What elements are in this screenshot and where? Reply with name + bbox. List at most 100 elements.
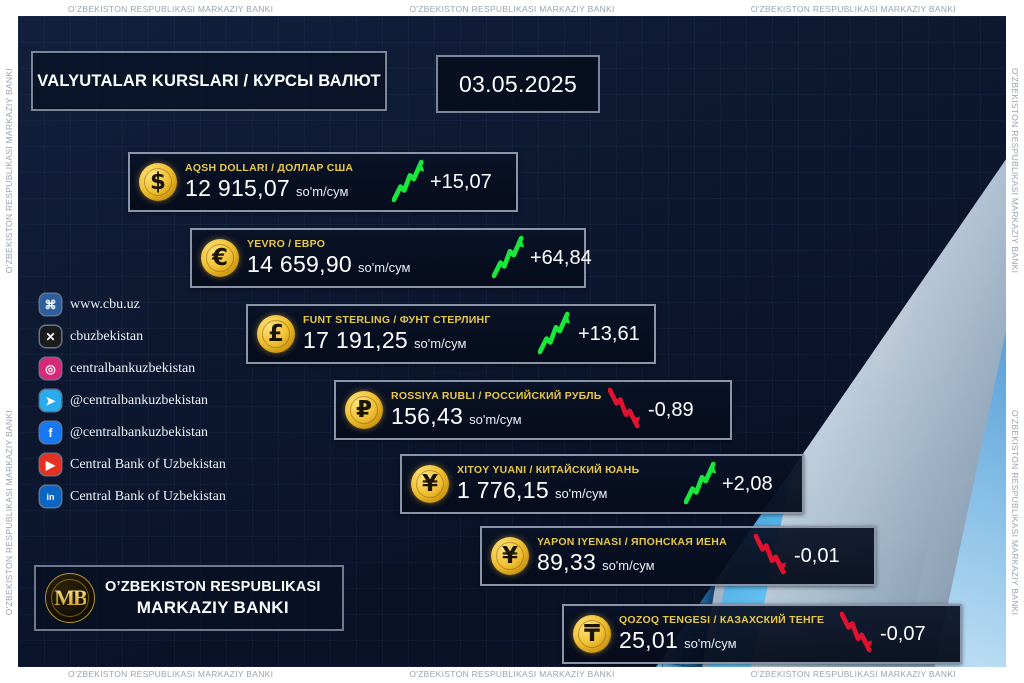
currency-name: AQSH DOLLARI / ДОЛЛАР США (185, 162, 354, 174)
watermark-text: O'ZBEKISTON RESPUBLIKASI MARKAZIY BANKI (68, 669, 274, 679)
currency-delta: +64,84 (530, 246, 592, 269)
facebook-icon[interactable]: f (40, 422, 61, 443)
currency-unit: so'm/сум (554, 486, 608, 501)
currency-row: $ AQSH DOLLARI / ДОЛЛАР США 12 915,07 so'm/… (128, 152, 518, 212)
social-link[interactable]: ◎ centralbankuzbekistan (40, 358, 226, 379)
currency-symbol: ₽ (355, 396, 372, 423)
currency-delta: +2,08 (722, 472, 773, 495)
watermark-text: O'ZBEKISTON RESPUBLIKASI MARKAZIY BANKI (68, 4, 274, 14)
currency-unit: so'm/сум (684, 636, 737, 651)
currency-delta: -0,07 (880, 622, 926, 645)
social-link[interactable]: in Central Bank of Uzbekistan (40, 486, 226, 507)
trend-up-icon (392, 159, 425, 203)
currency-row: £ FUNT STERLING / ФУНТ СТЕРЛИНГ 17 191,25 s… (246, 304, 656, 364)
currency-row: ₽ ROSSIYA RUBLI / РОССИЙСКИЙ РУБЛЬ 156,43 s… (334, 380, 732, 440)
currency-name: YEVRO / ЕВРО (247, 238, 326, 250)
currency-row: ¥ XITOY YUANI / КИТАЙСКИЙ ЮАНЬ 1 776,15 so'… (400, 454, 804, 514)
currency-symbol: $ (149, 168, 166, 195)
currency-symbol: € (211, 244, 228, 271)
logo-line-1: O’ZBEKISTON RESPUBLIKASI (105, 578, 321, 595)
trend-down-icon (608, 387, 641, 429)
currency-symbol: ₸ (583, 620, 600, 647)
currency-rate: 1 776,15 (457, 477, 549, 503)
social-link-label[interactable]: @centralbankuzbekistan (70, 392, 209, 408)
logo-monogram: MB (54, 585, 87, 610)
currency-name: YAPON IYENASI / ЯПОНСКАЯ ИЕНА (537, 536, 727, 548)
currency-row: ¥ YAPON IYENASI / ЯПОНСКАЯ ИЕНА 89,33 so'm/… (480, 526, 876, 586)
social-link-label[interactable]: cbuzbekistan (70, 328, 144, 344)
watermark-text: O'ZBEKISTON RESPUBLIKASI MARKAZIY BANKI (750, 4, 956, 14)
date-badge: 03.05.2025 (436, 55, 600, 113)
currency-rate: 89,33 (537, 549, 597, 575)
x-twitter-icon[interactable]: ✕ (40, 326, 61, 347)
watermark-left: O'ZBEKISTON RESPUBLIKASI MARKAZIY BANKI … (0, 0, 18, 683)
social-link[interactable]: f @centralbankuzbekistan (40, 422, 226, 443)
watermark-bottom: O'ZBEKISTON RESPUBLIKASI MARKAZIY BANKI … (0, 669, 1024, 679)
currency-name: QOZOQ TENGESI / КАЗАХСКИЙ ТЕНГЕ (619, 614, 825, 626)
currency-rate: 12 915,07 (185, 175, 291, 201)
currency-row: € YEVRO / ЕВРО 14 659,90 so'm/сум +64,84 (190, 228, 592, 288)
currency-rate: 14 659,90 (247, 251, 353, 277)
currency-name: FUNT STERLING / ФУНТ СТЕРЛИНГ (303, 314, 491, 326)
watermark-text: O'ZBEKISTON RESPUBLIKASI MARKAZIY BANKI (409, 669, 615, 679)
logo-line-2: MARKAZIY BANKI (136, 597, 289, 617)
cny-coin-icon: ¥ (411, 465, 449, 503)
social-link-label[interactable]: Central Bank of Uzbekistan (70, 456, 226, 472)
watermark-text: O'ZBEKISTON RESPUBLIKASI MARKAZIY BANKI (409, 4, 615, 14)
watermark-text: O'ZBEKISTON RESPUBLIKASI MARKAZIY BANKI (750, 669, 956, 679)
currency-symbol: ¥ (501, 542, 518, 569)
telegram-icon[interactable]: ➤ (40, 390, 61, 411)
social-link[interactable]: ⌘ www.cbu.uz (40, 294, 226, 315)
trend-up-icon (492, 235, 525, 279)
trend-down-icon (840, 611, 873, 653)
currency-unit: so'm/сум (296, 184, 349, 199)
currency-delta: -0,89 (648, 398, 694, 421)
social-link-label[interactable]: centralbankuzbekistan (70, 360, 196, 376)
rub-coin-icon: ₽ (345, 391, 383, 429)
currency-unit: so'm/сум (602, 558, 655, 573)
usd-coin-icon: $ (139, 163, 177, 201)
date-text: 03.05.2025 (458, 70, 578, 97)
eur-coin-icon: € (201, 239, 239, 277)
social-link[interactable]: ▶ Central Bank of Uzbekistan (40, 454, 226, 475)
currency-rate: 25,01 (619, 627, 679, 653)
currency-delta: -0,01 (794, 544, 840, 567)
social-link[interactable]: ➤ @centralbankuzbekistan (40, 390, 226, 411)
bank-seal-icon: MB (45, 573, 95, 623)
trend-down-icon (754, 533, 787, 575)
page-title-text: VALYUTALAR KURSLARI / КУРСЫ ВАЛЮТ (37, 71, 381, 90)
currency-delta: +15,07 (430, 170, 492, 193)
instagram-icon[interactable]: ◎ (40, 358, 61, 379)
page-title: VALYUTALAR KURSLARI / КУРСЫ ВАЛЮТ (31, 51, 387, 111)
currency-name: ROSSIYA RUBLI / РОССИЙСКИЙ РУБЛЬ (391, 390, 602, 402)
bank-logo: MB O’ZBEKISTON RESPUBLIKASI MARKAZIY BAN… (34, 565, 344, 631)
social-link-label[interactable]: Central Bank of Uzbekistan (70, 488, 226, 504)
currency-delta: +13,61 (578, 322, 640, 345)
poster-canvas: VALYUTALAR KURSLARI / КУРСЫ ВАЛЮТ 03.05.… (18, 16, 1006, 667)
currency-unit: so'm/сум (469, 412, 522, 427)
linkedin-icon[interactable]: in (40, 486, 61, 507)
trend-up-icon (684, 461, 717, 505)
website-icon[interactable]: ⌘ (40, 294, 61, 315)
watermark-text: O'ZBEKISTON RESPUBLIKASI MARKAZIY BANKI (1010, 409, 1020, 615)
watermark-text: O'ZBEKISTON RESPUBLIKASI MARKAZIY BANKI (4, 68, 14, 274)
currency-unit: so'm/сум (358, 260, 411, 275)
currency-unit: so'm/сум (414, 336, 467, 351)
watermark-right: O'ZBEKISTON RESPUBLIKASI MARKAZIY BANKI … (1006, 0, 1024, 683)
social-link-label[interactable]: @centralbankuzbekistan (70, 424, 209, 440)
social-links: ⌘ www.cbu.uz ✕ cbuzbekistan ◎ centralbankuzbe… (40, 294, 226, 518)
watermark-text: O'ZBEKISTON RESPUBLIKASI MARKAZIY BANKI (1010, 68, 1020, 274)
youtube-icon[interactable]: ▶ (40, 454, 61, 475)
social-link-label[interactable]: www.cbu.uz (70, 296, 140, 312)
currency-symbol: ¥ (421, 470, 438, 497)
currency-rate: 156,43 (391, 403, 464, 429)
jpy-coin-icon: ¥ (491, 537, 529, 575)
currency-symbol: £ (267, 320, 284, 347)
kzt-coin-icon: ₸ (573, 615, 611, 653)
gbp-coin-icon: £ (257, 315, 295, 353)
currency-name: XITOY YUANI / КИТАЙСКИЙ ЮАНЬ (457, 464, 640, 476)
social-link[interactable]: ✕ cbuzbekistan (40, 326, 226, 347)
trend-up-icon (538, 311, 571, 355)
watermark-top: O'ZBEKISTON RESPUBLIKASI MARKAZIY BANKI … (0, 4, 1024, 14)
